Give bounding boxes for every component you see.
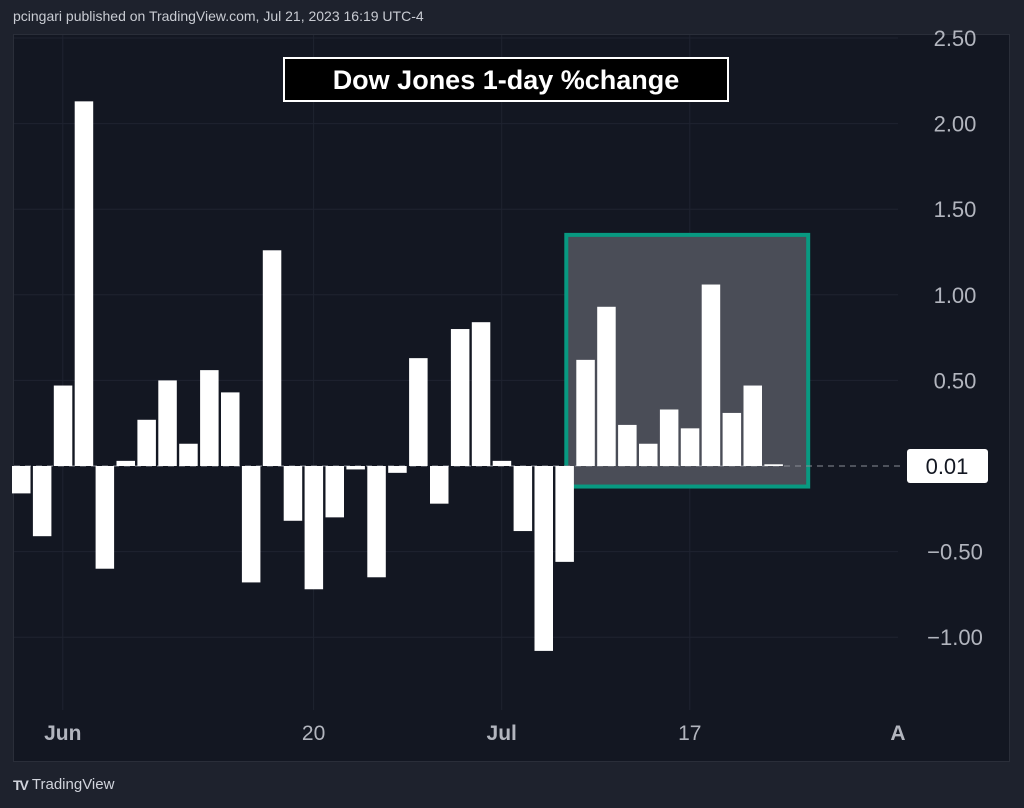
bar [430, 466, 449, 504]
bar [701, 284, 721, 466]
bar [639, 443, 658, 466]
bar [200, 370, 219, 466]
bar [555, 466, 574, 562]
bar [680, 428, 700, 466]
chart-title: Dow Jones 1-day %change [333, 65, 680, 95]
bar [221, 392, 240, 466]
bar [53, 385, 73, 466]
y-tick-label: 1.50 [934, 197, 977, 222]
bar [492, 460, 512, 466]
publisher-caption: pcingari published on TradingView.com, J… [13, 8, 424, 24]
title-box [283, 57, 729, 102]
tv-logo-icon: TV [13, 776, 29, 793]
bar [764, 464, 783, 466]
bar [450, 329, 470, 466]
bar [32, 466, 52, 537]
bar [388, 466, 407, 473]
bar [95, 466, 115, 569]
y-tick-label: −1.00 [927, 625, 983, 650]
bar [74, 101, 94, 467]
bar [659, 409, 679, 466]
bar [137, 419, 156, 466]
bar [179, 443, 198, 466]
y-tick-label: 0.50 [934, 368, 977, 393]
bar [597, 306, 616, 466]
bar [367, 466, 386, 578]
x-tick-label: Jun [44, 722, 81, 745]
x-tick-label: 20 [302, 722, 325, 745]
bar [722, 412, 742, 466]
bar [409, 358, 428, 466]
bar [158, 380, 177, 466]
bar [262, 250, 282, 466]
bar [534, 466, 553, 651]
bar [325, 466, 344, 518]
bar [116, 460, 135, 466]
chart-panel [13, 34, 1010, 762]
x-tick-label: 17 [678, 722, 701, 745]
bar [618, 424, 637, 466]
bar [12, 466, 31, 494]
bar [743, 385, 762, 466]
y-tick-label: 2.50 [934, 26, 977, 51]
bar [346, 466, 365, 470]
bar [513, 466, 533, 532]
y-tick-label: 1.00 [934, 283, 977, 308]
bar [241, 466, 261, 583]
x-tick-label: A [890, 722, 905, 745]
bar [471, 322, 491, 466]
y-tick-label: −0.50 [927, 540, 983, 565]
bar [576, 359, 595, 466]
last-value-badge [907, 449, 988, 483]
tradingview-logo: TV TradingView [13, 776, 114, 793]
x-tick-label: Jul [487, 722, 517, 745]
last-value-label: 0.01 [926, 454, 969, 479]
bar [304, 466, 324, 590]
bar [283, 466, 303, 521]
y-tick-label: 2.00 [934, 112, 977, 137]
brand-label: TradingView [31, 776, 115, 793]
